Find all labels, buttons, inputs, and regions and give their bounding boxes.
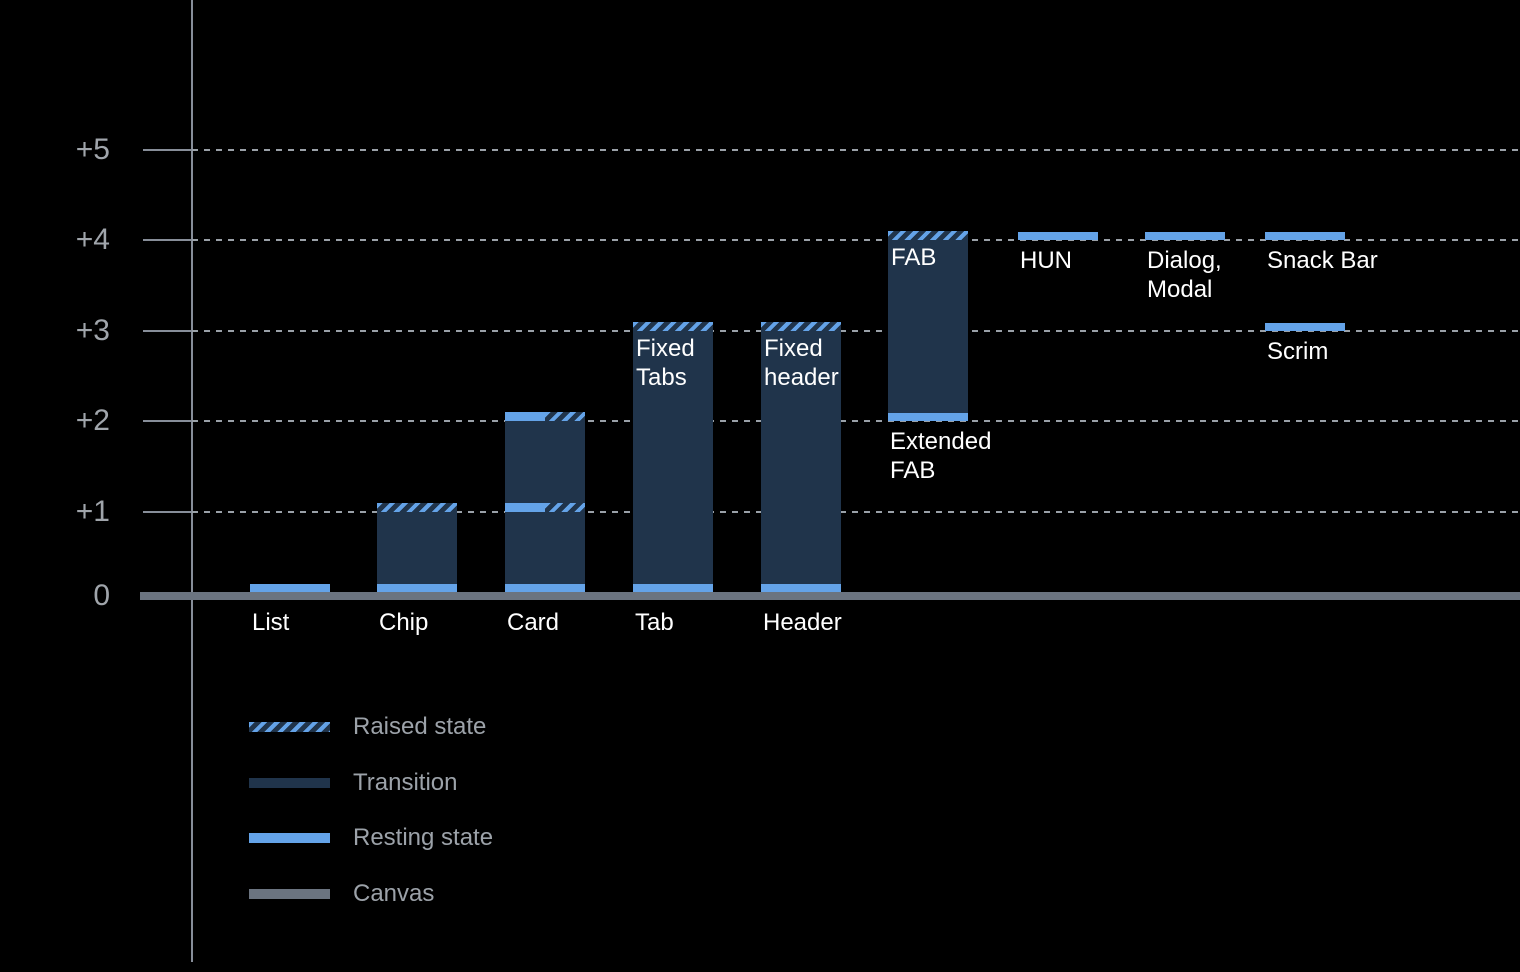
legend-swatch-transition <box>249 777 330 788</box>
bar-segment-resting <box>377 584 457 592</box>
y-axis-line <box>191 0 193 962</box>
bar-label: Snack Bar <box>1267 247 1378 274</box>
gridline-+4 <box>192 239 1520 241</box>
bar-label: Scrim <box>1267 337 1329 365</box>
bar-label-header: Header <box>763 609 842 636</box>
bar-label-list: List <box>252 609 290 636</box>
bar-segment-resting <box>761 584 841 592</box>
gridline-+1 <box>192 510 1520 513</box>
bar-segment-transition <box>377 511 457 584</box>
bar-segment-resting <box>1018 232 1098 240</box>
legend-swatch-resting <box>249 833 330 844</box>
y-tick-+4 <box>143 239 192 241</box>
gridline-+3 <box>192 329 1520 332</box>
bar-segment-raised <box>761 321 841 331</box>
bar-label: HUN <box>1020 247 1072 274</box>
y-tick-+3 <box>143 329 192 332</box>
bar-segment-transition <box>888 240 968 413</box>
bar-segment-transition <box>505 511 585 584</box>
bar-segment-raised <box>633 321 713 331</box>
bar-segment-transition <box>505 421 585 503</box>
bar-segment-raised <box>377 502 457 512</box>
bar-label: Extended FAB <box>890 428 992 484</box>
band-raised-half <box>545 502 585 512</box>
bar-inner-label: Fixed header <box>764 334 839 391</box>
bar-segment-resting-raised <box>505 502 585 512</box>
bar-segment-resting <box>1145 232 1225 240</box>
bar-inner-label: Fixed Tabs <box>636 334 695 391</box>
bar-segment-raised <box>888 231 968 240</box>
bar-label: Dialog, Modal <box>1147 247 1222 303</box>
y-tick-+5 <box>143 148 192 151</box>
bar-segment-resting <box>250 584 330 592</box>
y-tick-+2 <box>143 420 192 422</box>
gridline-+2 <box>192 420 1520 422</box>
bar-label-card: Card <box>507 609 560 636</box>
legend-label: Resting state <box>353 824 494 852</box>
legend-swatch-canvas <box>249 889 330 900</box>
gridline-+5 <box>192 148 1520 151</box>
band-resting-half <box>505 412 545 421</box>
bar-segment-resting <box>505 584 585 592</box>
legend-label: Canvas <box>353 880 435 908</box>
y-tick-label: +3 <box>75 313 110 347</box>
legend-label: Raised state <box>353 713 487 740</box>
bar-label-chip: Chip <box>379 609 429 636</box>
y-tick-label: +2 <box>75 404 110 437</box>
y-tick-label: +5 <box>75 132 110 166</box>
y-tick-label: +1 <box>75 494 110 528</box>
band-resting-half <box>505 502 545 512</box>
bar-segment-resting <box>1265 322 1345 331</box>
y-tick-+1 <box>143 510 192 513</box>
bar-segment-resting-raised <box>505 412 585 421</box>
bar-segment-resting <box>633 584 713 592</box>
canvas-line <box>140 592 1520 600</box>
bar-segment-resting <box>1265 232 1345 240</box>
bar-inner-label: FAB <box>891 244 937 271</box>
legend-label: Transition <box>353 768 458 796</box>
bar-segment-resting <box>888 413 968 421</box>
bar-segment-transition <box>761 330 841 584</box>
legend-swatch-raised <box>249 722 330 732</box>
y-tick-label: 0 <box>93 579 110 612</box>
band-raised-half <box>545 412 585 421</box>
y-tick-label: +4 <box>75 223 110 256</box>
bar-label-tab: Tab <box>635 609 674 636</box>
bar-segment-transition <box>633 330 713 584</box>
